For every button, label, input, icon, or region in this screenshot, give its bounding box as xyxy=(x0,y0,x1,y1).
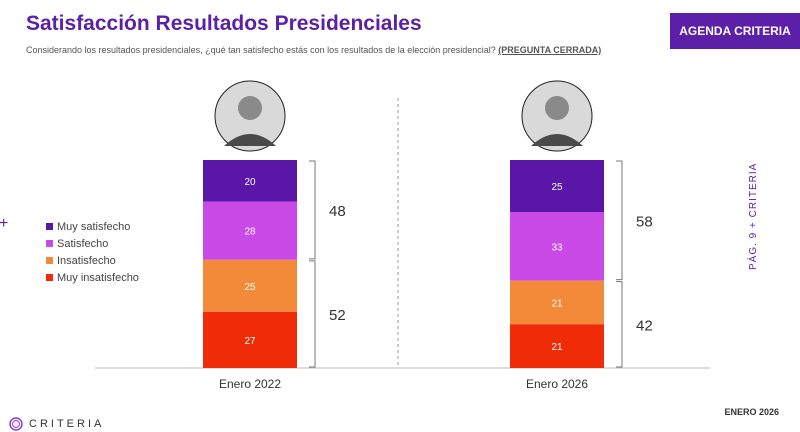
portrait-head xyxy=(238,96,262,120)
unsatisfied-bracket xyxy=(616,281,623,368)
category-label: Enero 2022 xyxy=(219,377,281,391)
bar-segment xyxy=(510,212,604,281)
bar-value-label: 25 xyxy=(551,182,563,193)
bar-value-label: 20 xyxy=(244,177,256,188)
satisfied-bracket xyxy=(616,160,623,281)
legend-label: Satisfecho xyxy=(57,237,109,250)
chart-legend: Muy satisfecho Satisfecho Insatisfecho Muy … xyxy=(46,218,139,286)
unsatisfied-total-label: 42 xyxy=(636,317,653,334)
logo-wordmark: CRITERIA xyxy=(29,418,105,430)
legend-item: Muy insatisfecho xyxy=(46,269,139,286)
bar-value-label: 28 xyxy=(244,227,256,238)
bar-segment xyxy=(203,160,297,202)
bar-value-label: 27 xyxy=(244,336,256,347)
legend-swatch xyxy=(46,223,53,230)
question-text: Considerando los resultados presidencial… xyxy=(26,45,496,55)
legend-item: Satisfecho xyxy=(46,235,139,252)
question-subtitle: Considerando los resultados presidencial… xyxy=(26,45,626,56)
criteria-logo-icon xyxy=(9,417,23,431)
criteria-logo: CRITERIA xyxy=(8,416,104,432)
bar-value-label: 21 xyxy=(551,342,563,353)
legend-item: Muy satisfecho xyxy=(46,218,139,235)
legend-item: Insatisfecho xyxy=(46,252,139,269)
legend-label: Muy satisfecho xyxy=(57,220,131,233)
agenda-criteria-button[interactable]: AGENDA CRITERIA xyxy=(670,13,800,49)
bar-segment xyxy=(203,201,297,260)
satisfied-total-label: 48 xyxy=(329,203,346,220)
bar-segment xyxy=(510,280,604,325)
portrait-body xyxy=(224,134,276,146)
bar-segment xyxy=(510,324,604,368)
portrait-body xyxy=(531,134,583,146)
bar-segment xyxy=(510,160,604,212)
question-tag: (PREGUNTA CERRADA) xyxy=(498,45,602,55)
bar-segment xyxy=(203,259,297,312)
bar-value-label: 33 xyxy=(551,242,563,253)
bar-value-label: 25 xyxy=(244,282,256,293)
portrait-head xyxy=(545,96,569,120)
footer-date: ENERO 2026 xyxy=(724,407,779,417)
legend-label: Muy insatisfecho xyxy=(57,271,139,284)
unsatisfied-total-label: 52 xyxy=(329,307,346,324)
legend-swatch xyxy=(46,257,53,264)
legend-swatch xyxy=(46,274,53,281)
bar-value-label: 21 xyxy=(551,298,563,309)
plus-icon: + xyxy=(0,215,9,232)
bar-segment xyxy=(203,311,297,368)
satisfied-total-label: 58 xyxy=(636,213,653,230)
legend-label: Insatisfecho xyxy=(57,254,116,267)
satisfied-bracket xyxy=(309,160,316,260)
legend-swatch xyxy=(46,240,53,247)
page-title: Satisfacción Resultados Presidenciales xyxy=(26,12,422,35)
category-label: Enero 2026 xyxy=(526,377,588,391)
unsatisfied-bracket xyxy=(309,260,316,368)
